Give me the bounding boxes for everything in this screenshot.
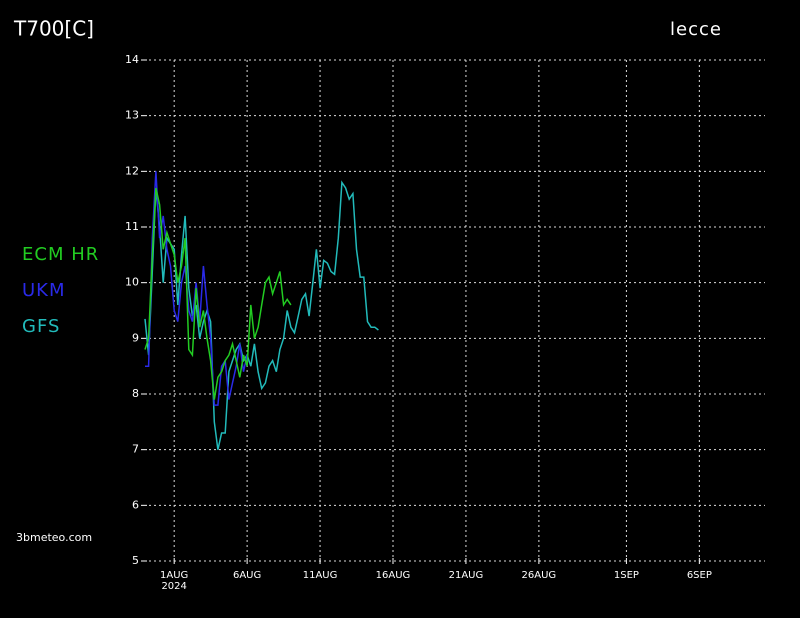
series-line (145, 171, 248, 406)
y-tick-label: 5 (132, 554, 139, 567)
y-tick-label: 10 (125, 276, 139, 289)
y-tick-label: 9 (132, 331, 139, 344)
y-tick-label: 13 (125, 109, 139, 122)
x-tick-label: 21AUG (449, 570, 484, 581)
y-tick-label: 8 (132, 387, 139, 400)
y-tick-label: 11 (125, 220, 139, 233)
y-tick-label: 6 (132, 498, 139, 511)
x-tick-label: 16AUG (376, 570, 411, 581)
legend-label: ECM HR (22, 244, 99, 265)
x-tick-label: 6AUG (233, 570, 261, 581)
x-tick-label: 26AUG (522, 570, 557, 581)
x-tick-label: 1SEP (614, 570, 639, 581)
source: 3bmeteo.com (16, 531, 92, 544)
y-tick-label: 14 (125, 53, 139, 66)
y-tick-label: 7 (132, 443, 139, 456)
location: lecce (670, 19, 722, 40)
y-tick-label: 12 (125, 164, 139, 177)
x-tick-label: 1AUG (160, 570, 188, 581)
chart-title: T700[C] (13, 17, 94, 41)
x-tick-label: 11AUG (303, 570, 338, 581)
series-line (144, 187, 292, 400)
legend-label: UKM (22, 280, 66, 301)
x-tick-label: 6SEP (687, 570, 712, 581)
x-year-label: 2024 (161, 581, 186, 592)
series-line (144, 180, 379, 450)
legend-label: GFS (22, 316, 60, 337)
